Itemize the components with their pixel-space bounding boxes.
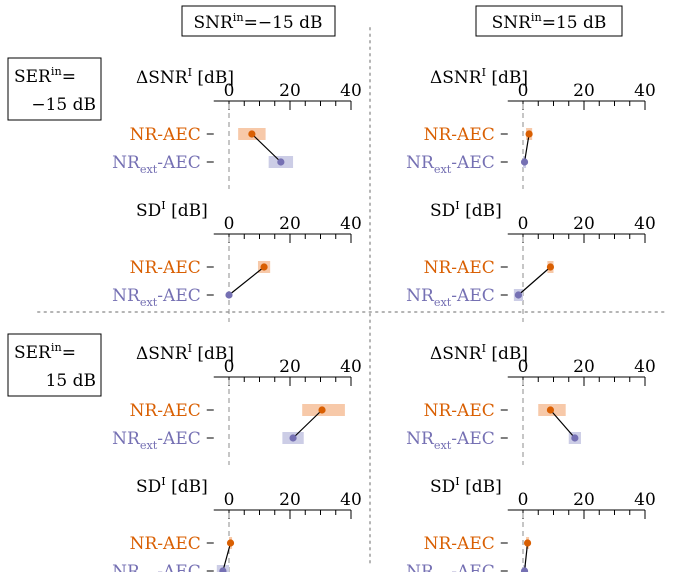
panel-dsnr: ΔSNRI [dB]0 20 40 NR-AEC NRext-AEC (112, 66, 362, 189)
category-label-nr-aec: NR-AEC (130, 258, 201, 278)
category-label-nrext-aec: NRext-AEC (406, 286, 495, 309)
metric-title: SDI [dB] (430, 475, 502, 497)
connector-line (251, 133, 282, 163)
tick-label: 20 (573, 357, 595, 377)
panel-sd: SDI [dB] 0 20 40 NR-AEC NRext-AEC (112, 199, 362, 322)
category-label-nr-aec: NR-AEC (424, 401, 495, 421)
row-header-box (7, 333, 102, 397)
panel-dsnr: ΔSNRI [dB]0 20 40 NR-AEC NRext-AEC (406, 342, 656, 465)
category-label-nrext-aec: NRext-AEC (112, 286, 201, 309)
tick-label: 40 (634, 81, 656, 101)
category-label-nrext-aec: NRext-AEC (406, 562, 495, 572)
category-label-nr-aec: NR-AEC (424, 534, 495, 554)
tick-label: 40 (634, 357, 656, 377)
tick-label: 40 (340, 81, 362, 101)
data-point-nr-aec (260, 263, 268, 271)
category-label-nr-aec: NR-AEC (424, 125, 495, 145)
data-point-nrext-aec (225, 291, 233, 299)
data-point-nr-aec (546, 406, 555, 414)
connector-line (228, 266, 265, 296)
metric-title: ΔSNRI [dB] (430, 342, 528, 364)
panel-sd: SDI [dB] 0 20 40 NR-AEC NRext-AEC (112, 475, 362, 572)
tick-label: 20 (573, 214, 595, 234)
tick-label: 20 (279, 357, 301, 377)
data-point-nrext-aec (514, 291, 523, 299)
headers: SNRin=−15 dB SNRin=15 dB SERin= −15 dB SERin… (7, 5, 623, 397)
tick-label: 0 (518, 214, 529, 234)
tick-label: 20 (573, 490, 595, 510)
metric-title: ΔSNRI [dB] (136, 342, 234, 364)
tick-label: 0 (224, 81, 235, 101)
category-label-nr-aec: NR-AEC (130, 401, 201, 421)
tick-label: 0 (224, 490, 235, 510)
metric-title: SDI [dB] (136, 475, 208, 497)
row-header-label: SERin= (14, 65, 76, 87)
connector-line (518, 266, 551, 296)
tick-label: 20 (279, 214, 301, 234)
category-label-nrext-aec: NRext-AEC (112, 153, 201, 176)
category-label-nr-aec: NR-AEC (130, 125, 201, 145)
tick-label: 20 (279, 490, 301, 510)
row-header-box (7, 57, 102, 121)
data-point-nr-aec (523, 539, 532, 547)
tick-label: 0 (224, 357, 235, 377)
data-point-nrext-aec (571, 434, 579, 442)
tick-label: 20 (573, 81, 595, 101)
tick-label: 20 (279, 81, 301, 101)
panel-dsnr: ΔSNRI [dB]0 20 40 NR-AEC NRext-AEC (406, 66, 656, 189)
data-point-nrext-aec (219, 567, 227, 572)
metric-title: ΔSNRI [dB] (430, 66, 528, 88)
tick-label: 40 (340, 214, 362, 234)
data-point-nr-aec (525, 130, 533, 138)
category-label-nrext-aec: NRext-AEC (112, 429, 201, 452)
column-header-label: SNRin=−15 dB (193, 11, 322, 33)
data-point-nr-aec (546, 263, 555, 271)
tick-label: 40 (340, 357, 362, 377)
panel-sd: SDI [dB] 0 20 40 NR-AEC NRext-AEC (406, 199, 656, 322)
data-point-nrext-aec (277, 158, 285, 166)
tick-label: 0 (518, 357, 529, 377)
category-label-nr-aec: NR-AEC (424, 258, 495, 278)
category-label-nrext-aec: NRext-AEC (406, 429, 495, 452)
tick-label: 0 (518, 490, 529, 510)
category-label-nrext-aec: NRext-AEC (112, 562, 201, 572)
row-header-value: 15 dB (46, 371, 96, 391)
data-point-nr-aec (318, 406, 326, 414)
tick-label: 0 (224, 214, 235, 234)
data-point-nr-aec (226, 539, 235, 547)
tick-label: 0 (518, 81, 529, 101)
row-header-value: −15 dB (31, 95, 96, 115)
column-header-label: SNRin=15 dB (492, 11, 607, 33)
data-point-nrext-aec (520, 567, 529, 572)
grid-separators (37, 27, 666, 567)
panel-dsnr: ΔSNRI [dB]0 20 40 NR-AEC NRext-AEC (112, 342, 362, 465)
data-point-nrext-aec (289, 434, 297, 442)
connector-line (523, 542, 529, 572)
metric-title: ΔSNRI [dB] (136, 66, 234, 88)
category-label-nrext-aec: NRext-AEC (406, 153, 495, 176)
column-header-box (475, 5, 623, 37)
category-label-nr-aec: NR-AEC (130, 534, 201, 554)
column-header-box (181, 5, 336, 37)
tick-label: 40 (634, 490, 656, 510)
data-point-nr-aec (248, 130, 256, 138)
connector-line (523, 133, 530, 163)
metric-title: SDI [dB] (136, 199, 208, 221)
data-point-nrext-aec (520, 158, 529, 166)
panel-sd: SDI [dB] 0 20 40 NR-AEC NRext-AEC (406, 475, 656, 572)
connector-line (222, 542, 232, 572)
connector-line (549, 409, 576, 439)
tick-label: 40 (634, 214, 656, 234)
row-header-label: SERin= (14, 341, 76, 363)
tick-label: 40 (340, 490, 362, 510)
connector-line (292, 409, 323, 439)
metric-title: SDI [dB] (430, 199, 502, 221)
